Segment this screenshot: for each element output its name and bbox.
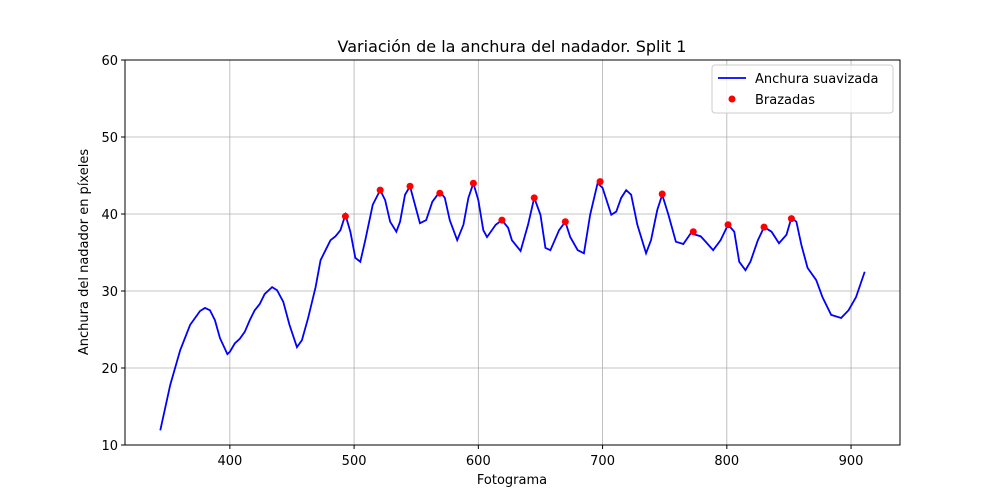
legend-label: Brazadas [755,93,815,108]
point [689,228,697,236]
point [596,178,604,186]
point [436,189,444,197]
point [498,216,506,224]
plot-frame [124,59,901,446]
point [561,218,569,226]
point [724,221,732,229]
y-tick-label: 30 [101,285,118,300]
point [341,212,349,220]
point [530,194,538,202]
x-axis-label: Fotograma [477,473,547,488]
point [787,215,795,223]
x-tick-label: 500 [342,454,367,469]
y-tick-label: 50 [101,131,118,146]
line [159,180,866,431]
chart-title: Variación de la anchura del nadador. Spl… [338,37,687,56]
x-tick-label: 700 [590,454,615,469]
y-tick-label: 60 [101,54,118,69]
point [760,223,768,231]
x-tick-label: 800 [714,454,739,469]
y-tick-label: 10 [101,439,118,454]
x-tick-label: 400 [217,454,242,469]
legend-box [711,64,894,114]
y-tick-label: 20 [101,362,118,377]
point [658,190,666,198]
point [406,182,414,190]
x-tick-label: 900 [839,454,864,469]
y-tick-label: 40 [101,208,118,223]
legend-swatch [728,95,736,103]
point [469,179,477,187]
point [376,186,384,194]
legend-label: Anchura suavizada [755,72,879,87]
y-axis-label: Anchura del nadador en píxeles [77,149,92,355]
x-tick-label: 600 [466,454,491,469]
